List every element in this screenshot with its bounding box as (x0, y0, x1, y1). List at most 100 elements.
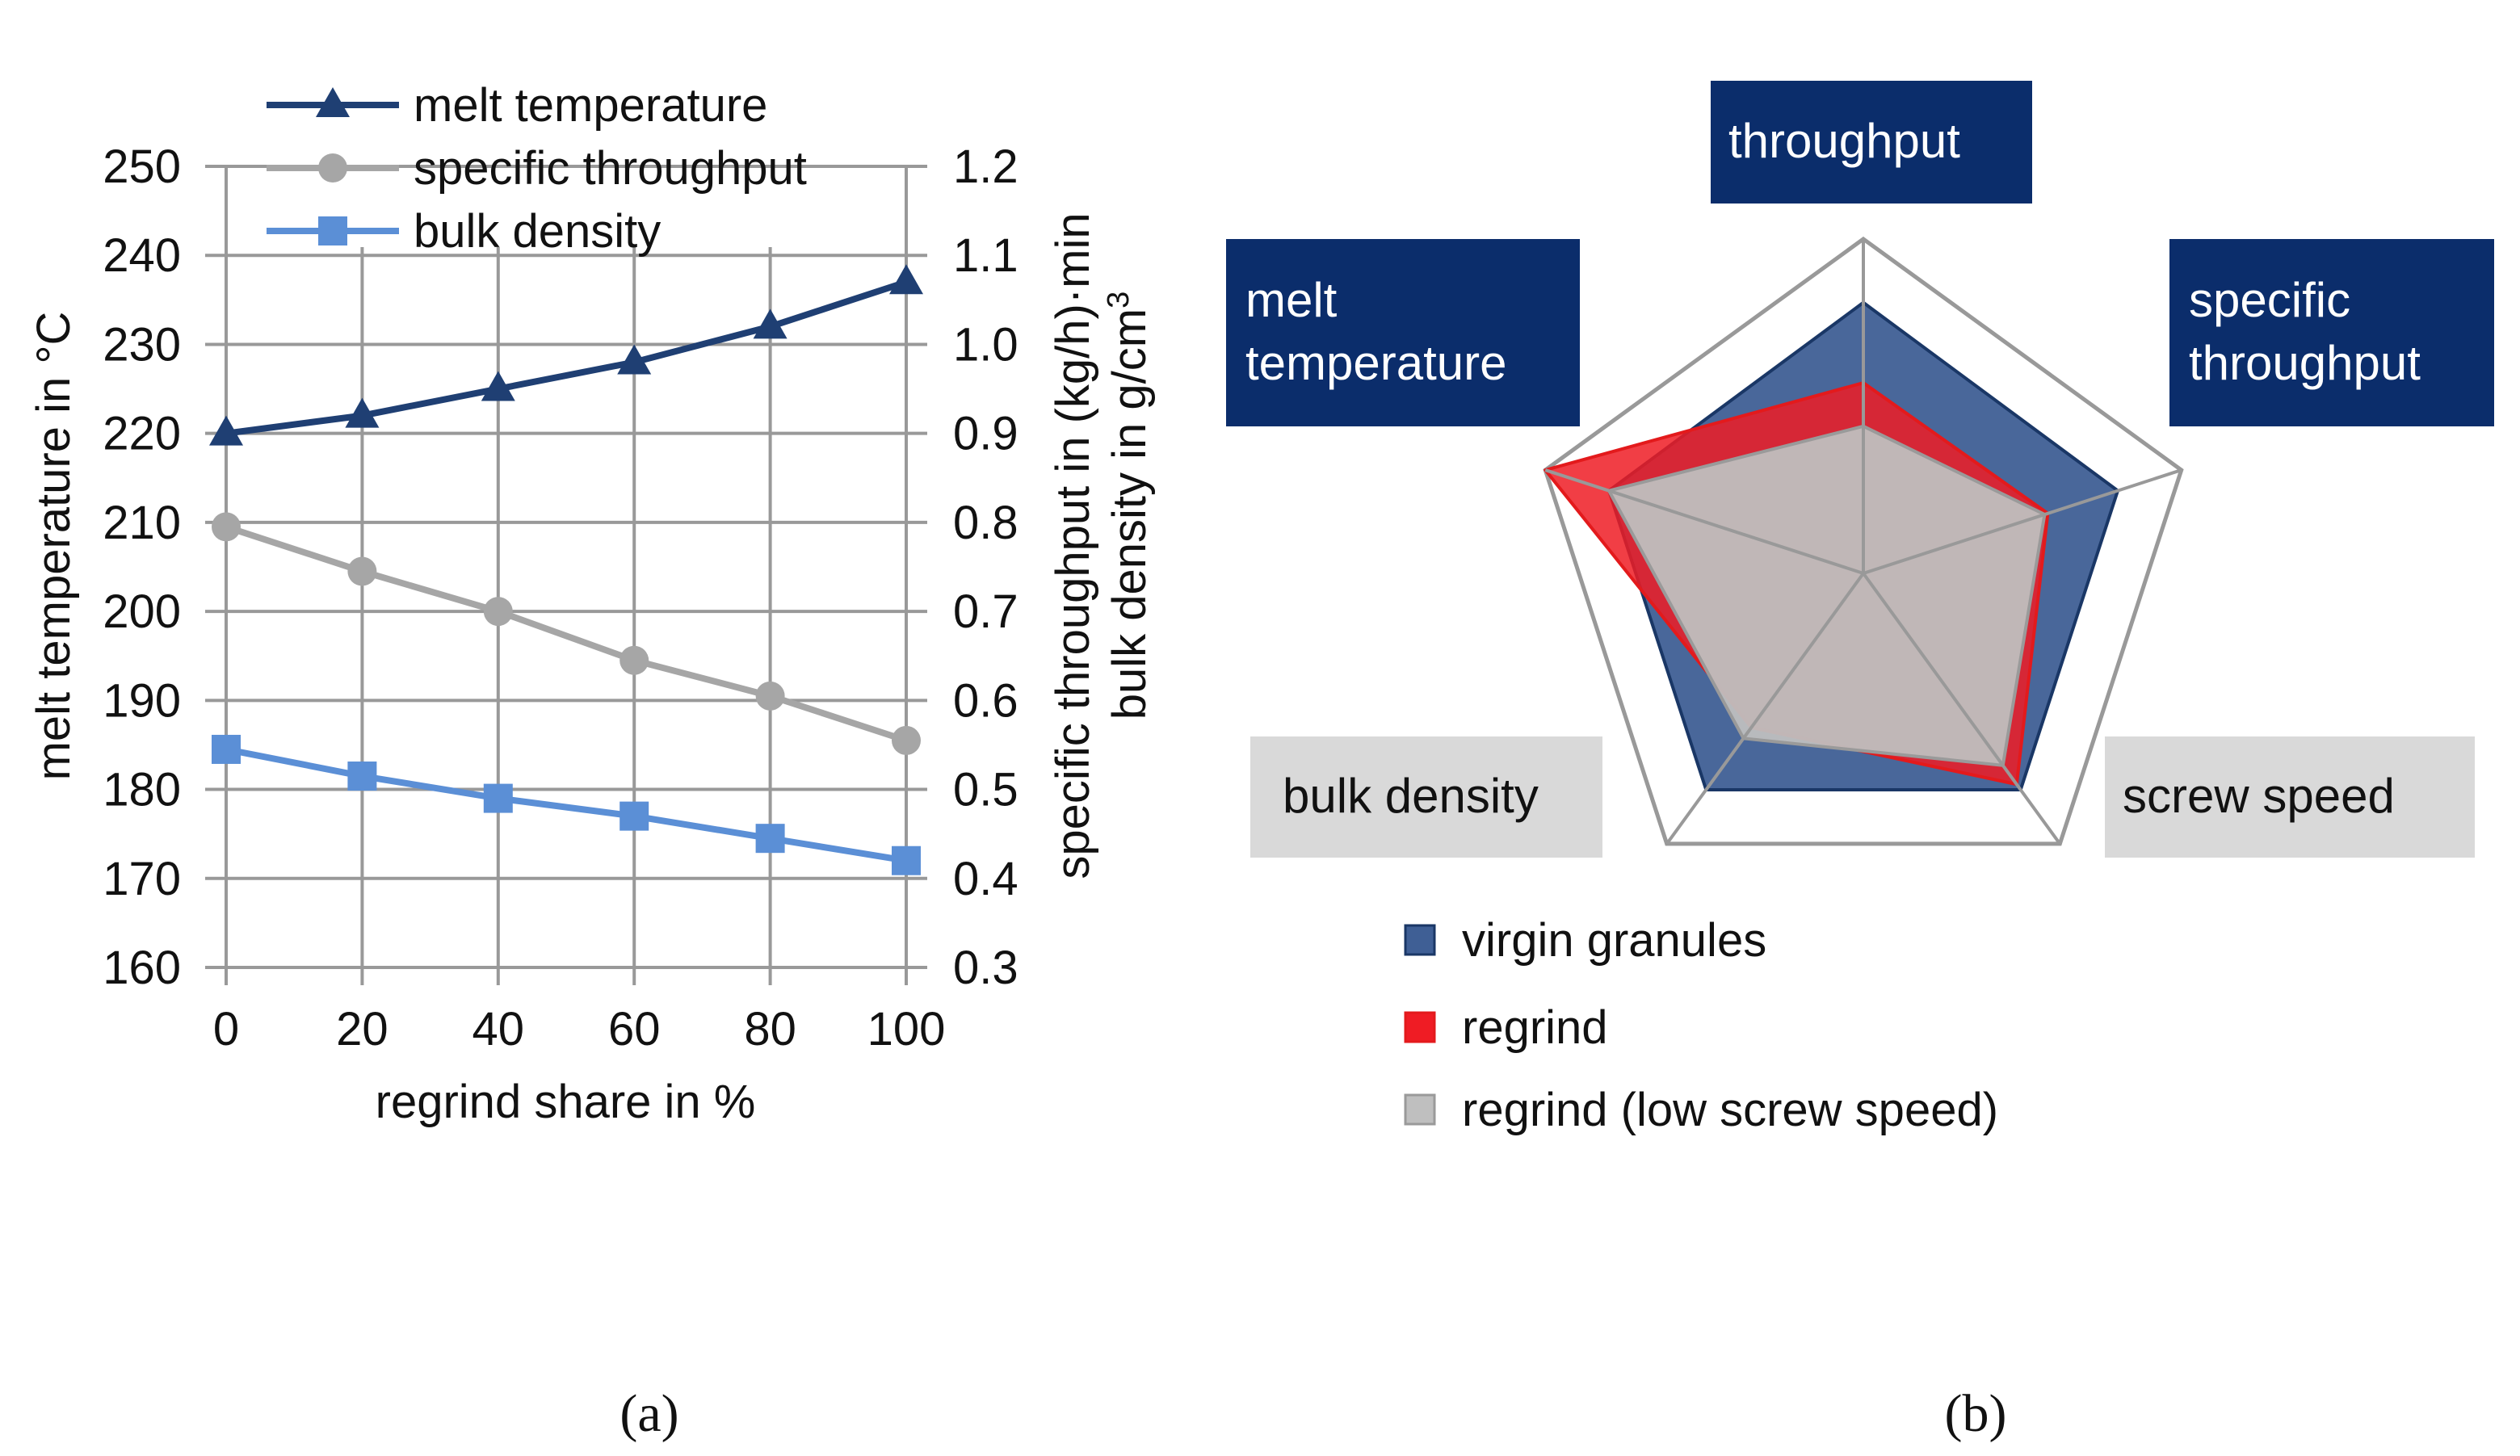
y-left-tick-label: 190 (103, 674, 181, 727)
y-left-tick-label: 180 (103, 764, 181, 816)
y-right-tick-label: 0.7 (953, 585, 1018, 638)
square-marker (347, 762, 377, 791)
x-tick-label: 100 (867, 1003, 946, 1055)
triangle-marker (481, 371, 515, 401)
square-marker (483, 783, 513, 813)
triangle-marker (617, 344, 652, 375)
y-axis-right-label-density: bulk density in g/cm3 (1102, 292, 1156, 720)
axis-box-throughput: throughput (1711, 81, 2032, 204)
square-marker (318, 216, 347, 245)
y-axis-left-label: melt temperature in °C (27, 312, 80, 781)
square-marker (892, 845, 921, 875)
square-marker (620, 801, 649, 831)
y-left-tick-label: 200 (103, 585, 181, 638)
density-label-text: bulk density in g/cm (1103, 308, 1156, 720)
legend-label: specific throughput (414, 142, 807, 195)
y-right-tick-label: 1.2 (953, 141, 1018, 193)
radar-spoke (1862, 572, 2061, 845)
y-right-tick-label: 0.4 (953, 853, 1018, 905)
y-axis-right-label-throughput: specific throughput in (kg/h)·min (1047, 212, 1099, 879)
triangle-marker (345, 397, 380, 428)
circle-marker (892, 725, 921, 755)
square-marker (755, 824, 785, 854)
square-marker (212, 734, 241, 764)
axis-label-throughput: throughput (1728, 114, 1960, 168)
triangle-marker (316, 87, 350, 117)
legend-label: bulk density (414, 205, 661, 258)
y-right-tick-label: 0.3 (953, 942, 1018, 994)
legend-swatch (1404, 1011, 1436, 1043)
y-right-tick-label: 1.1 (953, 229, 1018, 282)
series-line (225, 523, 908, 744)
y-right-tick-label: 0.8 (953, 497, 1018, 549)
y-right-tick-label: 0.5 (953, 764, 1018, 816)
triangle-marker (753, 308, 788, 339)
legend-label: virgin granules (1462, 914, 1766, 967)
y-right-tick-label: 1.0 (953, 318, 1018, 371)
series-melt-temperature (209, 264, 923, 446)
series-line (225, 746, 907, 864)
density-label-superscript: 3 (1102, 292, 1136, 308)
x-tick-label: 60 (608, 1003, 661, 1055)
axis-box-bulk-density: bulk density (1250, 736, 1602, 858)
legend-item: regrind (1404, 1001, 1608, 1054)
y-left-tick-label: 230 (103, 318, 181, 371)
y-right-tick-label: 0.9 (953, 408, 1018, 460)
legend-label: melt temperature (414, 79, 767, 132)
radar-area-regrind-low-screw-speed- (1607, 424, 2047, 767)
radar-series (1544, 239, 2182, 845)
y-left-tick-label: 210 (103, 497, 181, 549)
circle-marker (212, 512, 241, 542)
caption-b: (b) (1945, 1384, 2007, 1443)
axis-label-specific-line2: throughput (2189, 336, 2421, 390)
x-axis-label: regrind share in % (376, 1076, 756, 1128)
x-tick-label: 80 (744, 1003, 796, 1055)
circle-marker (318, 153, 347, 183)
y-left-tick-label: 160 (103, 942, 181, 994)
legend-item: bulk density (267, 205, 661, 258)
legend-item: melt temperature (267, 79, 767, 132)
axis-label-melt-line2: temperature (1245, 336, 1507, 390)
circle-marker (483, 597, 513, 627)
legend-swatch (1404, 1093, 1436, 1126)
radar-spoke (1665, 572, 1865, 845)
circle-marker (620, 645, 649, 675)
axis-box-specific-throughput: specific throughput (2169, 239, 2494, 426)
triangle-marker (209, 415, 243, 446)
axes (205, 165, 927, 985)
legend-swatch (1404, 924, 1436, 956)
axis-box-melt-temperature: melt temperature (1226, 239, 1580, 426)
x-tick-label: 20 (336, 1003, 388, 1055)
axis-label-bulk-density: bulk density (1283, 769, 1539, 823)
y-left-tick-label: 240 (103, 229, 181, 282)
axis-label-specific-line1: specific (2189, 273, 2350, 327)
series-bulk-density (212, 734, 921, 875)
circle-marker (347, 556, 377, 586)
legend-item: specific throughput (267, 142, 807, 195)
series (209, 264, 923, 875)
axis-label-melt-line1: melt (1245, 273, 1338, 327)
legend: melt temperature specific throughput bulk … (267, 79, 807, 258)
legend-item: virgin granules (1404, 914, 1766, 967)
x-tick-label: 40 (472, 1003, 525, 1055)
radar-legend: virgin granules regrind regrind (low screw… (1404, 914, 1998, 1136)
radar-spoke (1544, 468, 1864, 575)
panel-b-radar-chart: throughput melt temperature specific thr… (1226, 81, 2494, 1443)
legend-label: regrind (1462, 1001, 1608, 1054)
triangle-marker (889, 264, 923, 295)
axis-label-screw-speed: screw speed (2123, 769, 2395, 823)
radar-spoke (1863, 468, 2182, 575)
y-right-tick-label: 0.6 (953, 674, 1018, 727)
caption-a: (a) (620, 1384, 678, 1443)
series-specific-throughput (212, 512, 921, 755)
y-left-tick-label: 170 (103, 853, 181, 905)
circle-marker (755, 681, 785, 711)
legend-label: regrind (low screw speed) (1462, 1084, 1998, 1136)
y-left-tick-label: 220 (103, 408, 181, 460)
x-tick-label: 0 (213, 1003, 239, 1055)
grid (225, 165, 908, 969)
legend-item: regrind (low screw speed) (1404, 1084, 1998, 1136)
